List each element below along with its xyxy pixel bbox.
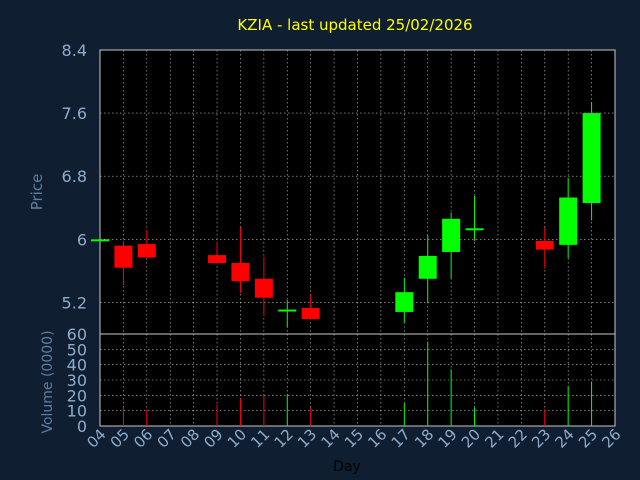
volume-tick-label: 20: [67, 386, 87, 405]
candle-body: [418, 255, 437, 279]
volume-tick-label: 40: [67, 356, 87, 375]
day-tick-label: 14: [317, 425, 343, 451]
volume-tick-label: 50: [67, 340, 87, 359]
day-tick-label: 18: [411, 425, 437, 451]
candle-body: [395, 292, 414, 312]
candle-body: [278, 309, 297, 312]
day-tick-label: 19: [434, 425, 460, 451]
day-tick-label: 07: [154, 425, 180, 451]
day-tick-label: 05: [107, 425, 133, 451]
day-tick-label: 11: [247, 425, 273, 451]
volume-plot-frame: [99, 333, 616, 427]
day-tick-label: 20: [458, 425, 484, 451]
candle-body: [114, 245, 133, 268]
day-tick-label: 21: [481, 425, 507, 451]
day-tick-label: 25: [575, 425, 601, 451]
candle-body: [208, 255, 227, 263]
price-tick-label: 6.8: [62, 167, 87, 186]
price-tick-label: 7.6: [62, 104, 87, 123]
volume-tick-label: 60: [67, 325, 87, 344]
day-tick-label: 09: [200, 425, 226, 451]
candle-body: [301, 307, 320, 320]
day-tick-label: 06: [130, 425, 156, 451]
candle-body: [91, 239, 109, 242]
day-tick-label: 13: [294, 425, 320, 451]
volume-tick-label: 30: [67, 371, 87, 390]
chart-title: KZIA - last updated 25/02/2026: [237, 16, 472, 34]
price-tick-label: 8.4: [62, 41, 87, 60]
candle-body: [231, 263, 250, 282]
price-tick-label: 5.2: [62, 293, 87, 312]
volume-axis-label: Volume (0000): [40, 330, 56, 433]
volume-tick-label: 0: [77, 417, 87, 436]
candle-body: [535, 240, 554, 250]
candle-body: [137, 244, 156, 258]
candle-body: [465, 228, 484, 231]
day-tick-label: 23: [528, 425, 554, 451]
volume-panel: 6050403020100040506070809101112131415161…: [67, 325, 625, 452]
day-tick-label: 12: [271, 425, 297, 451]
day-tick-label: 04: [83, 425, 109, 451]
candle-body: [442, 218, 461, 252]
day-tick-label: 22: [505, 425, 531, 451]
day-tick-label: 24: [552, 425, 578, 451]
candle-body: [559, 197, 578, 245]
price-panel: 8.4 7.6 6.8 6 5.2: [62, 41, 616, 335]
candle-body: [582, 113, 601, 204]
day-tick-label: 15: [341, 425, 367, 451]
day-tick-label: 10: [224, 425, 250, 451]
price-axis-label: Price: [28, 174, 46, 211]
day-tick-label: 17: [388, 425, 414, 451]
price-tick-label: 6: [77, 230, 87, 249]
day-axis-label: Day: [333, 459, 361, 475]
day-tick-label: 26: [598, 425, 624, 451]
volume-tick-label: 10: [67, 402, 87, 421]
candle-body: [254, 278, 273, 298]
day-tick-label: 08: [177, 425, 203, 451]
day-tick-label: 16: [364, 425, 390, 451]
